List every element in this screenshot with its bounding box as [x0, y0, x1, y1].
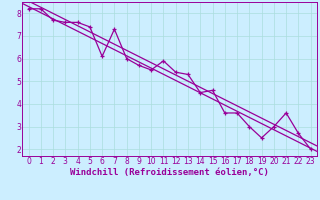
X-axis label: Windchill (Refroidissement éolien,°C): Windchill (Refroidissement éolien,°C) — [70, 168, 269, 177]
